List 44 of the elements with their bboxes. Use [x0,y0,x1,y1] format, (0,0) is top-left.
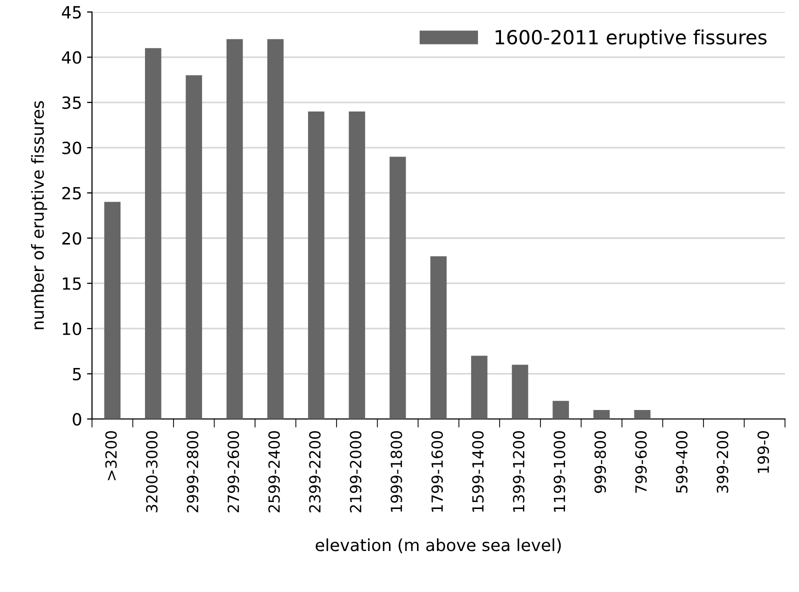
bar [552,400,569,419]
x-tick-label: 2199-2000 [350,431,362,512]
bar [348,111,366,419]
x-tick-label: 799-600 [635,431,647,493]
x-tick-label: 1999-1800 [390,431,402,512]
y-tick-label: 30 [62,142,82,154]
x-tick-label: 2399-2200 [309,431,321,512]
x-tick-label: 2999-2800 [186,431,198,512]
y-tick-label: 15 [62,278,81,290]
bar [634,410,650,419]
y-tick-label: 40 [62,51,82,64]
bar [267,39,284,419]
bar [512,364,528,419]
x-tick-label: 1199-1000 [554,431,566,512]
y-tick-label: 35 [62,96,81,110]
y-tick-label: 0 [72,412,82,426]
y-tick-label: 25 [62,186,81,200]
x-tick-label: 199-0 [757,431,770,473]
bar [104,202,121,419]
x-tick-label: 1599-1400 [472,431,484,512]
legend-label: 1600-2011 eruptive fissures [496,30,767,48]
y-tick-label: 20 [62,232,82,245]
y-tick-label: 5 [72,368,81,380]
x-axis-title: elevation (m above sea level) [316,538,561,554]
bar [186,75,202,419]
bar [144,48,162,419]
bar [390,156,406,419]
x-tick-label: 2599-2400 [268,431,280,512]
bar [308,111,324,419]
bar [471,356,488,419]
bar [430,256,447,419]
y-axis-title: number of eruptive fissures [31,101,48,330]
x-tick-label: 3200-3000 [146,431,158,512]
x-tick-label: 599-400 [676,431,688,493]
bar [226,39,243,419]
x-tick-label: >3200 [105,431,117,480]
x-tick-label: 1799-1600 [431,431,443,512]
bar [593,410,610,419]
x-tick-label: 399-200 [716,431,728,493]
x-tick-label: 1399-1200 [512,431,524,512]
x-tick-label: 999-800 [594,431,606,493]
x-tick-label: 2799-2600 [228,431,240,512]
y-tick-label: 45 [62,6,81,19]
y-tick-label: 10 [62,322,82,336]
